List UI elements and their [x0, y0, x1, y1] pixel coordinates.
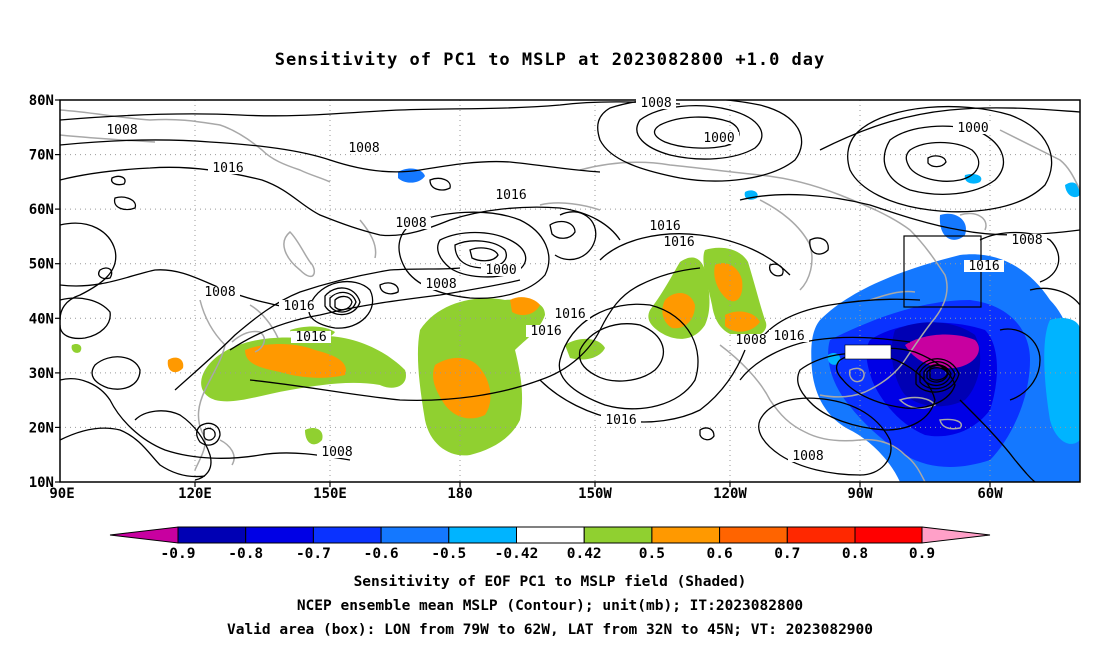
colorbar-label: -0.8 — [228, 546, 263, 562]
mslp-contours — [60, 100, 1080, 482]
colorbar-label: -0.9 — [161, 546, 196, 562]
contour-label: 1000 — [485, 263, 516, 278]
lat-label: 40N — [29, 311, 54, 327]
lon-axis: 90E 120E 150E 180 150W 120W 90W 60W — [49, 486, 1003, 502]
colorbar-label: 0.9 — [909, 546, 935, 562]
lat-axis: 80N 70N 60N 50N 40N 30N 20N 10N — [29, 93, 54, 491]
lat-label: 60N — [29, 202, 54, 218]
colorbar-left-triangle — [109, 526, 179, 544]
colorbar-label: -0.5 — [431, 546, 466, 562]
contour-label: 1016 — [968, 259, 999, 274]
colorbar-label: 0.8 — [842, 546, 868, 562]
contour-label: 1016 — [773, 329, 804, 344]
lat-label: 70N — [29, 148, 54, 164]
contour-label: 1016 — [212, 161, 243, 176]
lat-label: 80N — [29, 93, 54, 109]
lon-label: 60W — [977, 486, 1003, 502]
colorbar-segment — [854, 526, 923, 544]
lon-label: 120E — [178, 486, 212, 502]
contour-label: 1000 — [957, 121, 988, 136]
colorbar-label: -0.7 — [296, 546, 331, 562]
lon-label: 180 — [447, 486, 472, 502]
contour-label-group: 1008 1008 1016 1008 1016 1008 1000 1000 … — [102, 96, 1047, 464]
contour-label: 1016 — [495, 188, 526, 203]
contour-label: 1008 — [1011, 233, 1042, 248]
lon-label: 150E — [313, 486, 347, 502]
lat-label: 30N — [29, 366, 54, 382]
colorbar-label: 0.7 — [774, 546, 800, 562]
boxed-label-bg — [844, 344, 892, 360]
colorbar-label: 0.42 — [567, 546, 602, 562]
negative-sensitivity-shading — [398, 168, 1080, 482]
colorbar-segment — [245, 526, 314, 544]
contour-label: 1008 — [425, 277, 456, 292]
colorbar-labels: -0.9 -0.8 -0.7 -0.6 -0.5 -0.42 0.42 0.5 … — [161, 546, 936, 562]
positive-sensitivity-shading — [71, 247, 767, 456]
colorbar — [109, 526, 991, 544]
contour-label: 1016 — [605, 413, 636, 428]
lat-label: 20N — [29, 420, 54, 436]
colorbar-right-triangle — [921, 526, 991, 544]
contour-label: 1016 — [663, 235, 694, 250]
lat-label: 50N — [29, 257, 54, 273]
colorbar-segment — [448, 526, 517, 544]
contour-label: 1016 — [530, 324, 561, 339]
contour-label: 1000 — [703, 131, 734, 146]
map-title: Sensitivity of PC1 to MSLP at 2023082800… — [274, 50, 826, 70]
lon-label: 150W — [578, 486, 612, 502]
contour-label: 1008 — [735, 333, 766, 348]
colorbar-segment — [312, 526, 382, 544]
colorbar-label: 0.5 — [639, 546, 665, 562]
contour-label: 1016 — [649, 219, 680, 234]
colorbar-segment — [177, 526, 247, 544]
map-frame — [59, 99, 1081, 483]
contour-label: 1008 — [204, 285, 235, 300]
contour-label: 1008 — [395, 216, 426, 231]
lon-label: 120W — [713, 486, 747, 502]
lat-label: 10N — [29, 475, 54, 491]
contour-label: 1008 — [106, 123, 137, 138]
colorbar-segment — [786, 526, 856, 544]
contour-label: 1016 — [295, 330, 326, 345]
lat-ticks — [55, 99, 60, 483]
colorbar-segment — [719, 526, 788, 544]
footer-line-2: NCEP ensemble mean MSLP (Contour); unit(… — [296, 598, 804, 614]
colorbar-segment — [651, 526, 721, 544]
contour-label: 1008 — [321, 445, 352, 460]
colorbar-label: 0.6 — [706, 546, 732, 562]
lon-label: 90E — [49, 486, 74, 502]
contour-label: 1016 — [554, 307, 585, 322]
contour-label: 1008 — [348, 141, 379, 156]
coastlines — [60, 109, 1080, 482]
footer-line-1: Sensitivity of EOF PC1 to MSLP field (Sh… — [353, 574, 747, 590]
colorbar-segment — [516, 526, 585, 544]
footer-line-3: Valid area (box): LON from 79W to 62W, L… — [226, 622, 873, 638]
contour-label: 1008 — [792, 449, 823, 464]
lon-ticks — [194, 482, 991, 487]
colorbar-label: -0.42 — [495, 546, 539, 562]
contour-label: 1016 — [283, 299, 314, 314]
contour-label: 1008 — [640, 96, 671, 111]
lon-label: 90W — [847, 486, 873, 502]
colorbar-segment — [380, 526, 450, 544]
colorbar-segment — [583, 526, 653, 544]
colorbar-label: -0.6 — [364, 546, 399, 562]
